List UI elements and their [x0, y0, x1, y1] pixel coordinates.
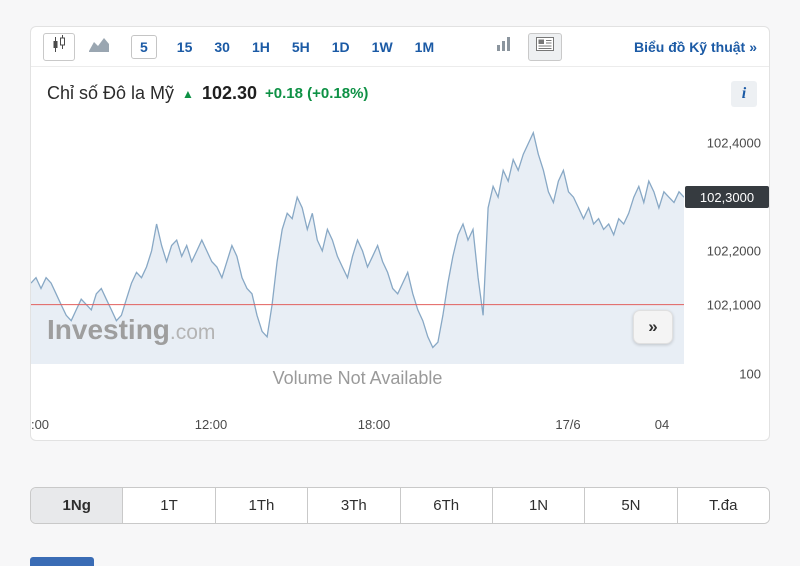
- line-chart-button[interactable]: [85, 33, 113, 61]
- timeframe-button-1n[interactable]: 1N: [492, 488, 586, 523]
- instrument-title: Chỉ số Đô la Mỹ: [47, 83, 175, 103]
- interval-button-1w[interactable]: 1W: [371, 38, 393, 55]
- technical-chart-link-label: Biểu đồ Kỹ thuật: [633, 38, 746, 55]
- price-area: [31, 132, 684, 364]
- y-axis-tick: 102,1000: [706, 297, 761, 313]
- timeframe-button-6th[interactable]: 6Th: [400, 488, 493, 523]
- timeframe-button-5n[interactable]: 5N: [585, 488, 678, 523]
- instrument-header: Chỉ số Đô la Mỹ ▲ 102.30 +0.18 (+0.18%) …: [31, 67, 769, 110]
- instrument-change: +0.18 (+0.18%): [265, 85, 369, 102]
- interval-button-5h[interactable]: 5H: [291, 38, 310, 55]
- instrument-price: 102.30: [201, 83, 257, 103]
- chevron-right-icon: »: [749, 38, 757, 55]
- candlestick-chart-icon: [51, 35, 67, 58]
- interval-group: 5 15 30 1H 5H 1D 1W 1M: [131, 34, 436, 59]
- interval-button-1d[interactable]: 1D: [331, 38, 350, 55]
- chart-style-icons: [490, 32, 563, 61]
- bar-chart-icon: [496, 36, 512, 57]
- timeframe-button-tda[interactable]: T.đa: [677, 488, 769, 523]
- interval-button-1m[interactable]: 1M: [414, 38, 435, 55]
- y-axis-tick: 100: [739, 366, 761, 382]
- y-axis-tick: 102,2000: [706, 243, 761, 259]
- news-panel-button[interactable]: [528, 32, 563, 61]
- chart-toolbar: 5 15 30 1H 5H 1D 1W 1M: [31, 27, 769, 67]
- last-price-badge: 102,3000: [685, 186, 769, 209]
- interval-button-15[interactable]: 15: [176, 38, 193, 55]
- interval-button-30[interactable]: 30: [214, 38, 230, 55]
- news-panel-icon: [536, 37, 555, 56]
- watermark-bold: Investing: [47, 314, 170, 345]
- interval-button-5[interactable]: 5: [131, 34, 157, 59]
- chart-plot-area[interactable]: 102,4000 102,3000 102,2000 102,1000 100 …: [31, 122, 769, 410]
- timeframe-button-3th[interactable]: 3Th: [308, 488, 401, 523]
- price-chart-svg[interactable]: [31, 122, 684, 410]
- timeframe-button-1th[interactable]: 1Th: [215, 488, 309, 523]
- watermark-light: .com: [169, 321, 216, 344]
- candlestick-chart-button[interactable]: [43, 32, 75, 61]
- timeframe-button-1ng[interactable]: 1Ng: [31, 488, 124, 523]
- investing-watermark: Investing.com: [47, 314, 215, 346]
- volume-status: Volume Not Available: [272, 368, 443, 388]
- timeframe-bar: 1Ng 1T 1Th 3Th 6Th 1N 5N T.đa: [30, 487, 770, 524]
- timeframe-button-1t[interactable]: 1T: [123, 488, 216, 523]
- chart-widget-card: 5 15 30 1H 5H 1D 1W 1M: [30, 26, 770, 441]
- bar-chart-button[interactable]: [490, 33, 518, 61]
- y-axis: 102,4000 102,3000 102,2000 102,1000 100: [684, 122, 769, 410]
- x-axis: :00 12:00 18:00 17/6 04: [31, 410, 684, 440]
- x-axis-tick: 18:00: [357, 417, 391, 432]
- cutoff-partial-button[interactable]: [30, 557, 94, 566]
- info-button[interactable]: i: [731, 81, 757, 107]
- x-axis-tick: 04: [654, 417, 670, 432]
- line-chart-icon: [88, 36, 110, 58]
- x-axis-tick: 17/6: [555, 417, 581, 432]
- x-axis-tick: 12:00: [194, 417, 228, 432]
- price-line: [31, 130, 684, 349]
- x-axis-tick: :00: [30, 417, 50, 432]
- up-arrow-icon: ▲: [182, 86, 194, 101]
- expand-button[interactable]: »: [633, 310, 673, 344]
- interval-button-1h[interactable]: 1H: [251, 38, 270, 55]
- double-chevron-icon: »: [648, 317, 658, 336]
- technical-chart-link[interactable]: Biểu đồ Kỹ thuật »: [634, 39, 757, 55]
- y-axis-tick: 102,4000: [706, 135, 761, 151]
